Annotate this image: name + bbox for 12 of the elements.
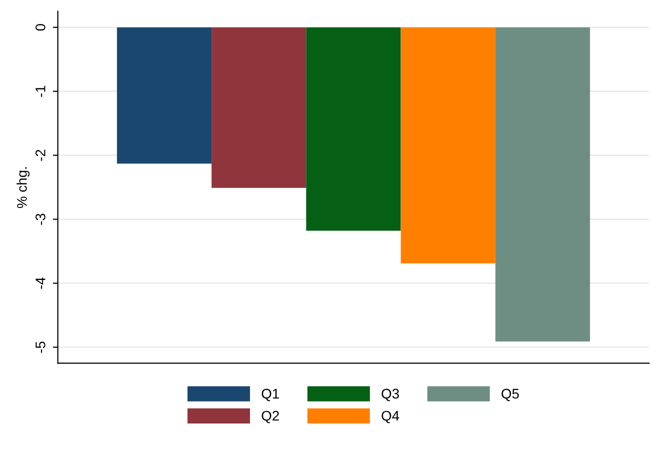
- y-tick-label: -2: [36, 150, 46, 161]
- y-tick-label: -1: [36, 86, 46, 97]
- legend-label: Q5: [502, 388, 519, 402]
- y-tick-label: -3: [36, 214, 46, 225]
- y-tick-label: 0: [36, 24, 46, 31]
- y-axis-title: % chg.: [16, 167, 30, 208]
- y-tick-label: -5: [36, 342, 46, 353]
- y-tick-label: -4: [36, 277, 46, 289]
- legend-label: Q1: [262, 388, 279, 402]
- legend-label: Q4: [382, 410, 400, 424]
- legend-label: Q2: [262, 410, 279, 424]
- legend-label: Q3: [382, 388, 399, 402]
